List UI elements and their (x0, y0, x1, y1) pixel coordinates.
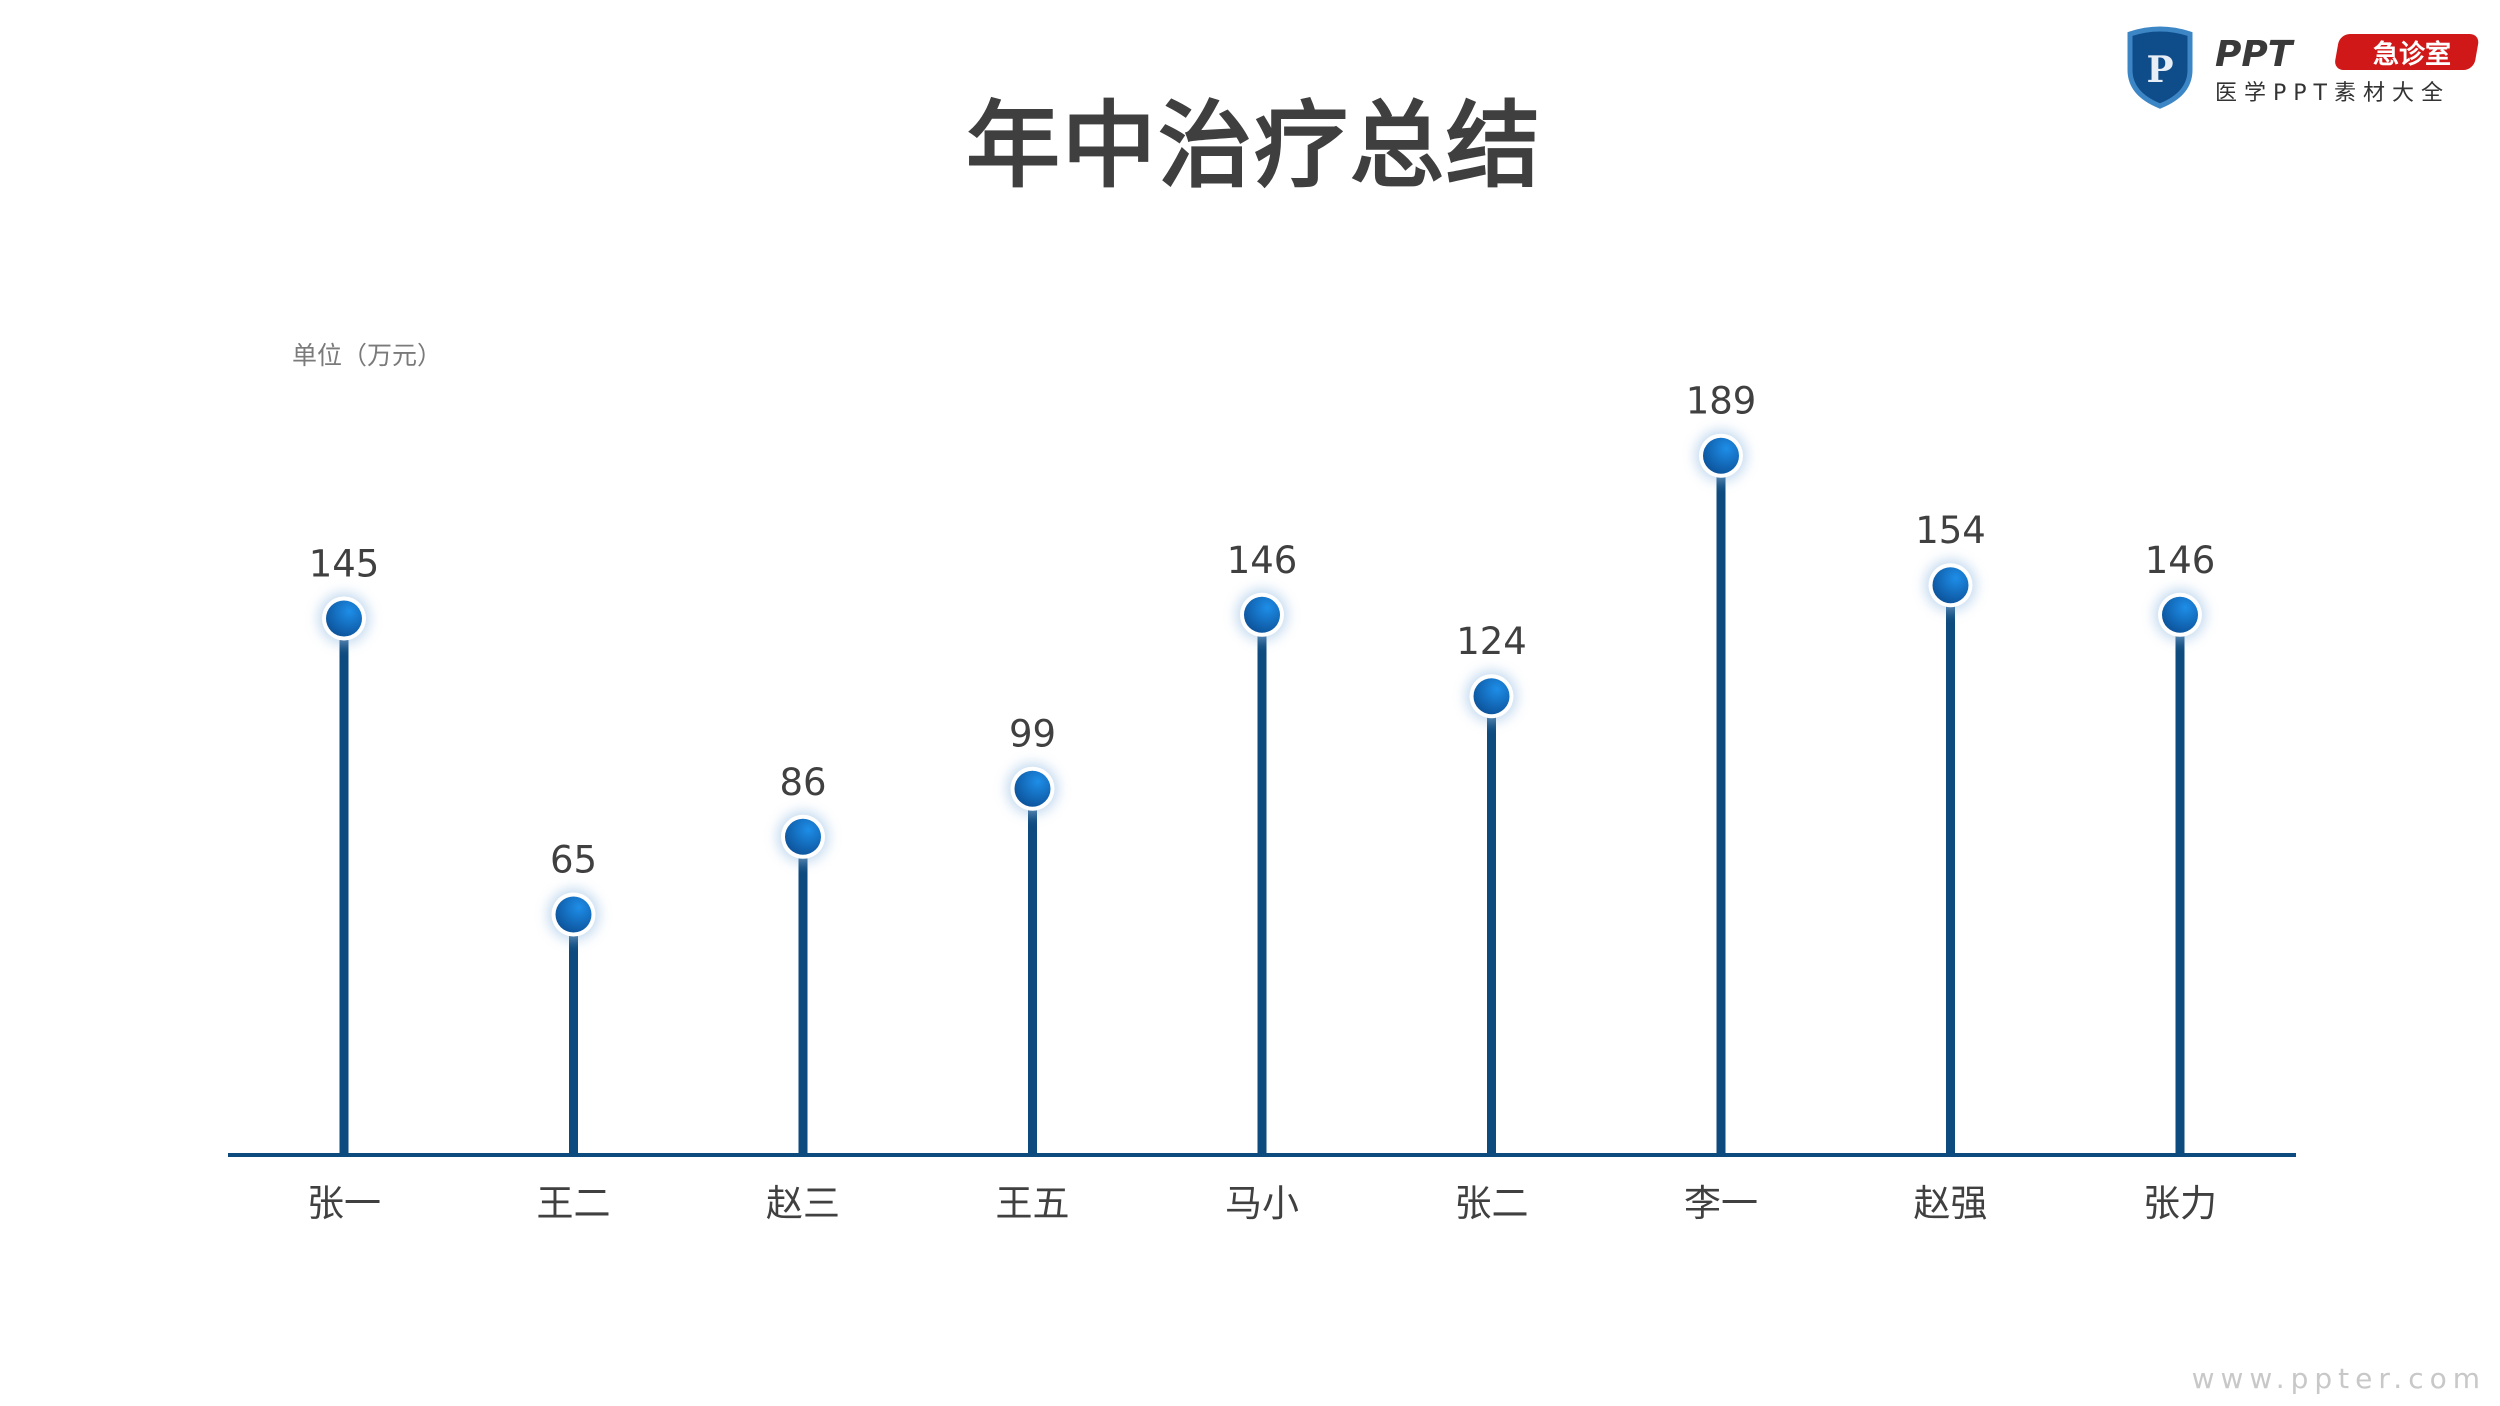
data-point (1014, 770, 1051, 807)
data-point (2162, 596, 2198, 633)
logo-main-text: PPT (2215, 34, 2295, 75)
logo-badge (2335, 34, 2479, 70)
data-label: 146 (2145, 539, 2216, 582)
logo-shield-letter: P (2146, 49, 2173, 91)
logo-badge-text: 急诊室 (2373, 39, 2451, 70)
category-label: 李一 (1684, 1182, 1758, 1225)
logo-subtitle: 医学PPT素材大全 (2215, 81, 2450, 106)
data-label: 154 (1915, 509, 1986, 552)
data-label: 189 (1686, 380, 1757, 423)
category-label: 马小 (1225, 1182, 1299, 1225)
data-point (1703, 437, 1739, 474)
data-point (785, 818, 821, 855)
shield-icon (2127, 26, 2193, 109)
data-point (555, 896, 592, 933)
category-label: 张一 (307, 1182, 381, 1225)
category-label: 王二 (537, 1182, 611, 1225)
data-point (1244, 596, 1280, 633)
category-label: 王五 (996, 1182, 1070, 1225)
watermark: www.ppter.com (2191, 1362, 2486, 1395)
category-label: 张二 (1455, 1182, 1529, 1225)
logo: P PPT 急诊室 医学PPT素材大全 (2127, 26, 2479, 109)
page-title: 年中治疗总结 (965, 92, 1542, 201)
category-label: 赵三 (766, 1182, 840, 1225)
data-label: 124 (1456, 620, 1527, 663)
data-point (1473, 678, 1510, 715)
data-label: 99 (1009, 713, 1056, 756)
data-point (326, 600, 362, 637)
data-point (1932, 567, 1969, 604)
category-label: 赵强 (1914, 1182, 1988, 1225)
category-label: 张力 (2143, 1182, 2217, 1225)
data-label: 146 (1227, 539, 1298, 582)
data-label: 145 (309, 543, 380, 586)
unit-label: 单位（万元） (292, 341, 443, 370)
data-label: 86 (779, 761, 826, 804)
data-label: 65 (550, 839, 597, 882)
